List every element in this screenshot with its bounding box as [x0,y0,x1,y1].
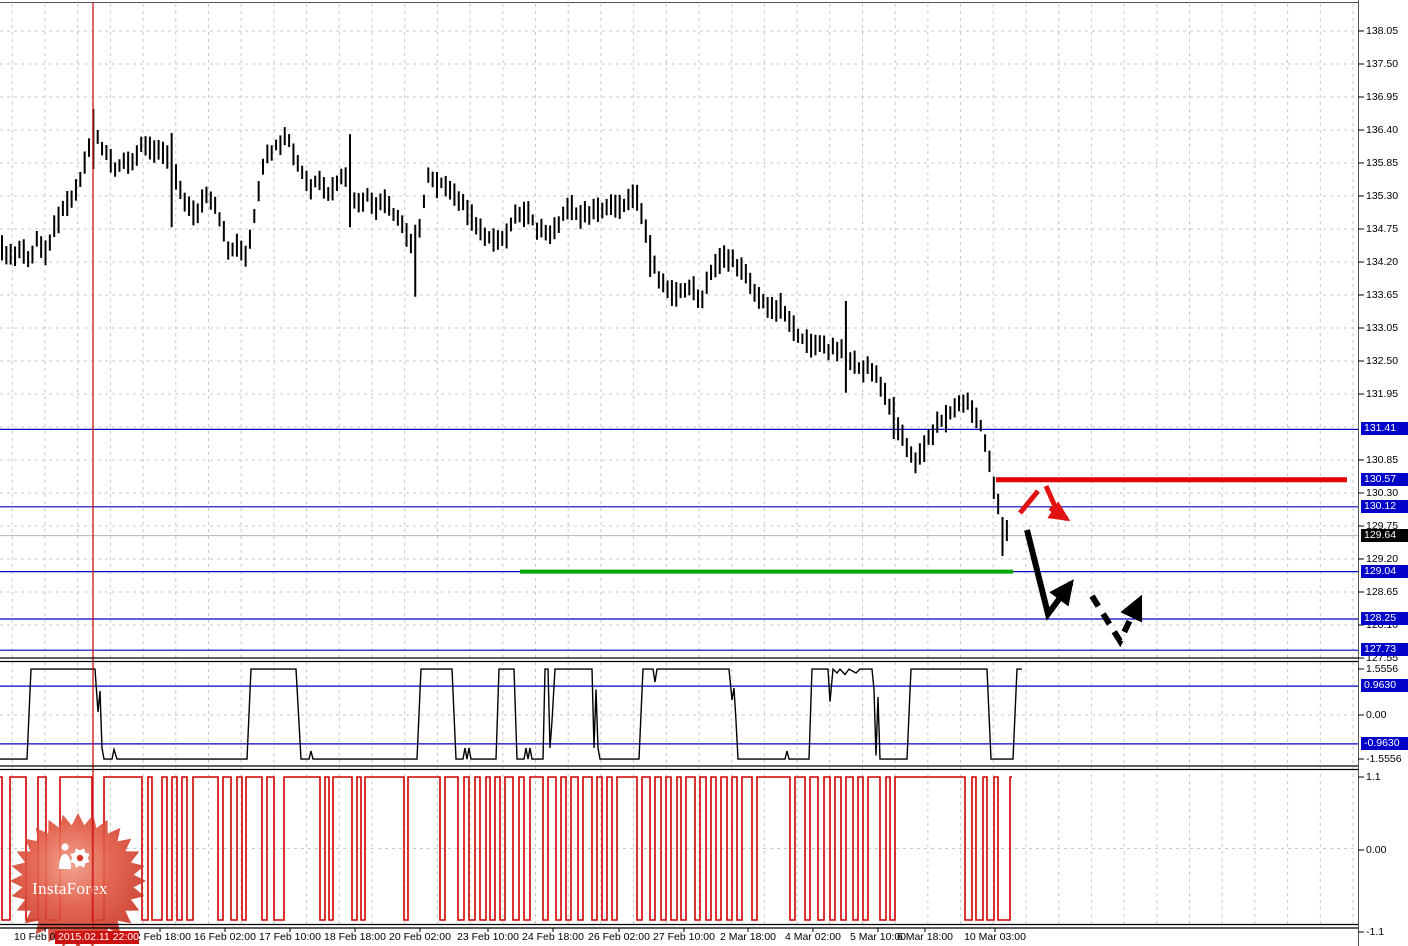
black-dashed-zigzag-arrow[interactable] [1089,594,1143,648]
gear-hole [76,854,84,862]
person-head-icon [61,843,69,851]
person-body-icon [59,854,71,869]
indicator2-pane[interactable] [0,770,1358,924]
black-zigzag-arrow[interactable] [1024,529,1074,621]
drawn-arrows[interactable] [1018,484,1143,648]
indicator2-signal-line [0,776,1012,921]
main-chart-pane[interactable] [0,3,1358,658]
time-scale-area[interactable] [0,929,1358,946]
price-scale-area[interactable] [1359,0,1408,946]
horizontal-levels [0,428,1358,651]
red-arrow-stroke[interactable] [1018,489,1040,515]
grid [0,4,1357,924]
indicator-lines [0,667,1358,921]
starburst-shape [10,813,146,946]
instaforex-gear-icon [59,843,90,869]
instaforex-watermark: InstaForex [10,813,146,946]
indicator1-signal-line [0,667,1022,760]
instaforex-logo-text: InstaForex [32,879,108,898]
panel-frames [0,0,1364,946]
time-marker-label: 2015.02.11 22:00 [55,931,139,944]
indicator1-pane[interactable] [0,663,1358,765]
red-down-arrow[interactable] [1047,501,1071,522]
price-bars [1,109,1008,556]
